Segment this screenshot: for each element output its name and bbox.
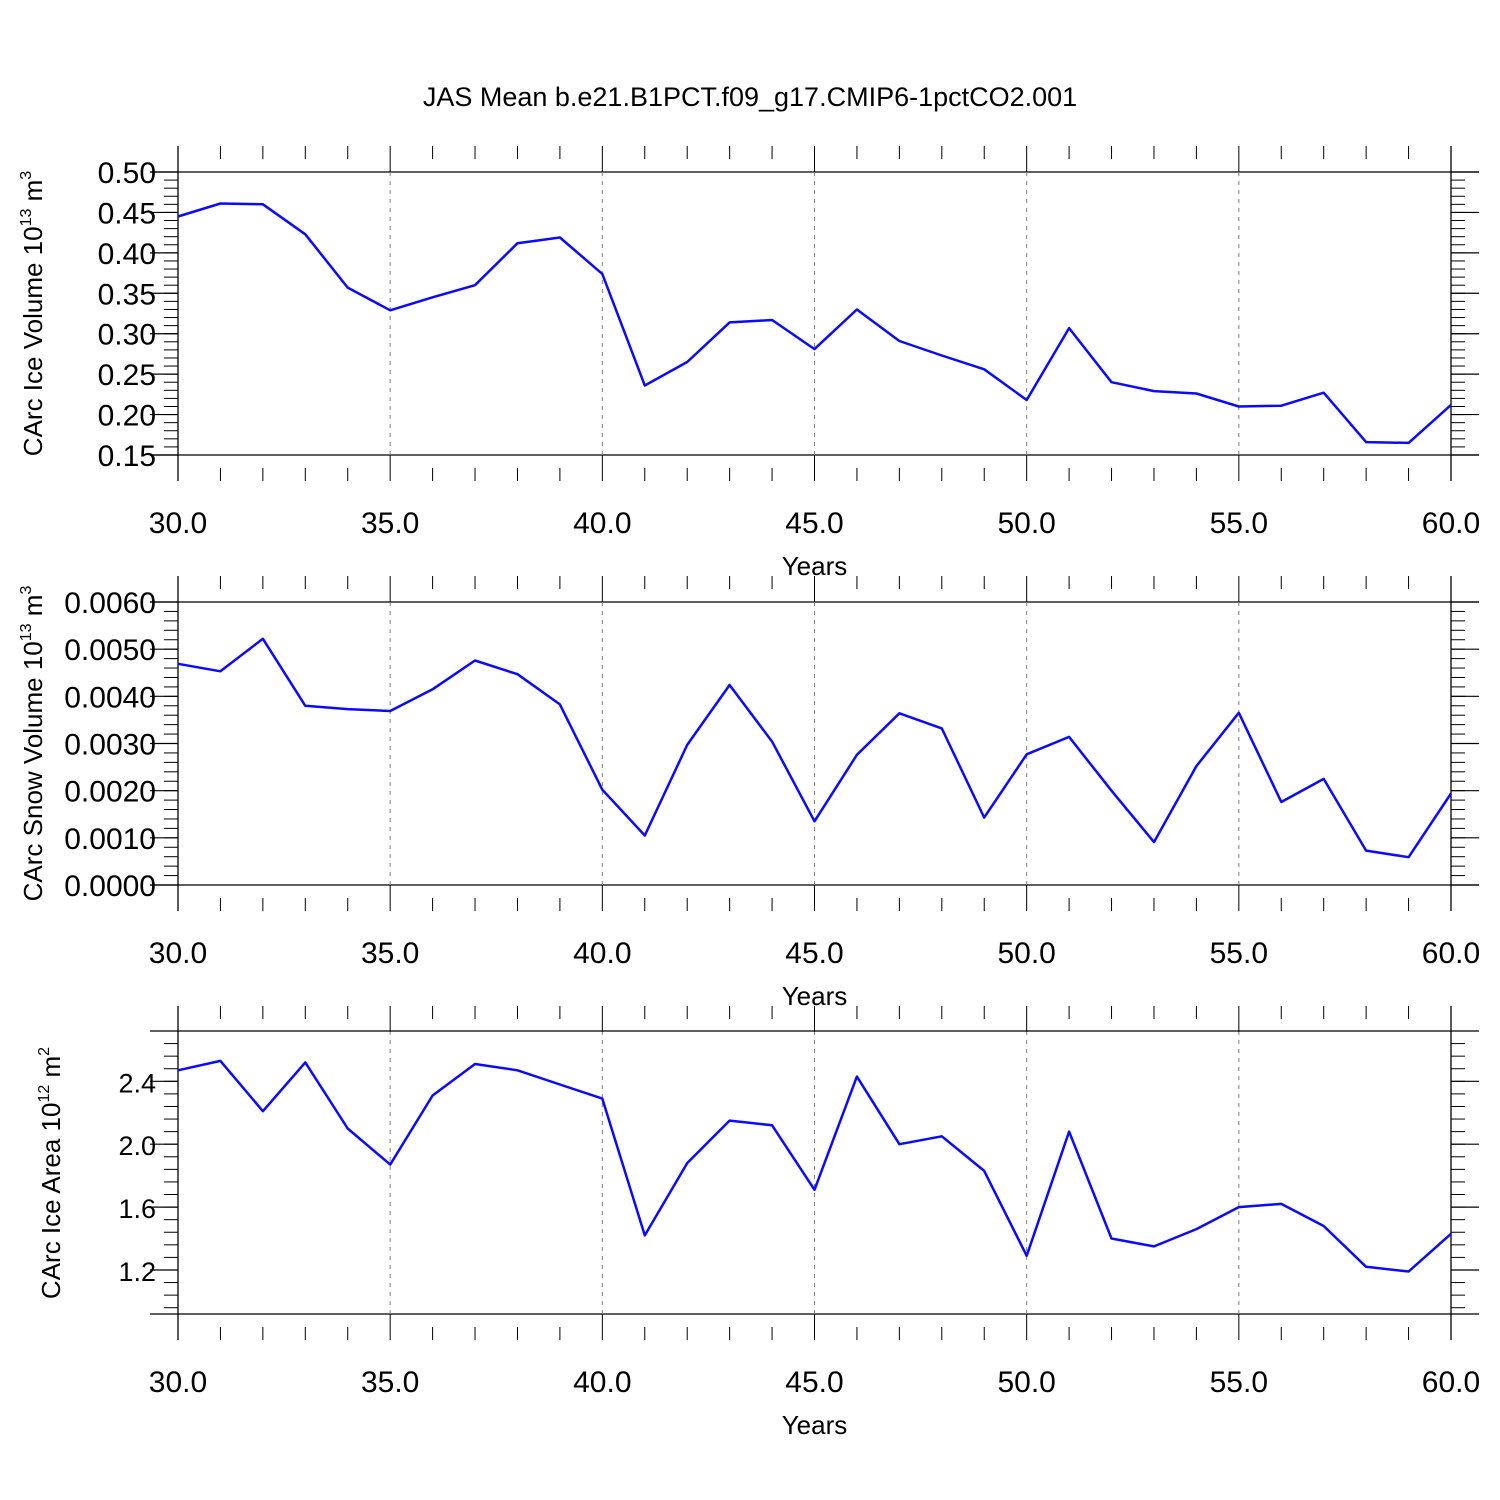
x-tick-label: 50.0 [997,937,1055,970]
panel-2: 0.0000 0.0010 0.0020 0.0030 0.0040 0.0050 0.00… [18,576,1480,1011]
y-tick-label: 0.15 [98,440,156,473]
x-tick-label: 50.0 [997,1366,1055,1399]
y-axis-title: CArc Snow Volume 1013 m3 [18,586,48,902]
x-tick-label: 30.0 [149,507,207,540]
panel-3: 1.2 1.6 2.0 2.4 30.0 35.0 40.0 45.0 50.0 55.0 60.0… [36,1006,1480,1440]
y-axis-title: CArc Ice Area 1012 m2 [36,1047,66,1299]
x-tick-label: 40.0 [573,937,631,970]
x-tick-label: 35.0 [361,1366,419,1399]
y-tick-label: 0.0060 [64,587,156,620]
x-tick-label: 60.0 [1422,1366,1480,1399]
y-tick-label: 1.2 [118,1257,156,1287]
x-axis-title: Years [782,1410,848,1440]
y-axis-title: CArc Ice Volume 1013 m3 [18,171,48,456]
y-tick-label: 0.40 [98,238,156,271]
x-tick-label: 40.0 [573,507,631,540]
y-tick-label: 0.35 [98,278,156,311]
x-tick-label: 55.0 [1210,507,1268,540]
y-tick-label: 0.0020 [64,776,156,809]
x-tick-label: 35.0 [361,507,419,540]
x-tick-label: 35.0 [361,937,419,970]
y-tick-label: 0.20 [98,400,156,433]
y-tick-label: 0.0000 [64,870,156,903]
y-tick-label: 0.0030 [64,729,156,762]
series-line-1 [177,202,1452,445]
x-tick-label: 60.0 [1422,937,1480,970]
series-line-1 [177,637,1453,859]
x-tick-label: 45.0 [785,507,843,540]
x-tick-label: 40.0 [573,1366,631,1399]
x-tick-label: 45.0 [785,1366,843,1399]
x-tick-label: 50.0 [997,507,1055,540]
y-tick-label: 0.45 [98,197,156,230]
y-tick-label: 0.0050 [64,634,156,667]
y-tick-label: 2.4 [118,1068,156,1098]
x-tick-label: 55.0 [1210,937,1268,970]
panel-1: 0.15 0.20 0.25 0.30 0.35 0.40 0.45 0.50 30.0 35.0… [18,146,1480,581]
x-tick-label: 45.0 [785,937,843,970]
y-tick-label: 0.0040 [64,681,156,714]
y-tick-label: 0.0010 [64,823,156,856]
x-tick-label: 55.0 [1210,1366,1268,1399]
y-tick-label: 2.0 [118,1131,156,1161]
y-tick-label: 0.30 [98,319,156,352]
chart-title: JAS Mean b.e21.B1PCT.f09_g17.CMIP6-1pctC… [422,82,1078,112]
x-tick-label: 30.0 [149,937,207,970]
x-tick-label: 30.0 [149,1366,207,1399]
y-tick-label: 1.6 [118,1194,156,1224]
y-tick-label: 0.50 [98,157,156,190]
x-tick-label: 60.0 [1422,507,1480,540]
y-tick-label: 0.25 [98,359,156,392]
